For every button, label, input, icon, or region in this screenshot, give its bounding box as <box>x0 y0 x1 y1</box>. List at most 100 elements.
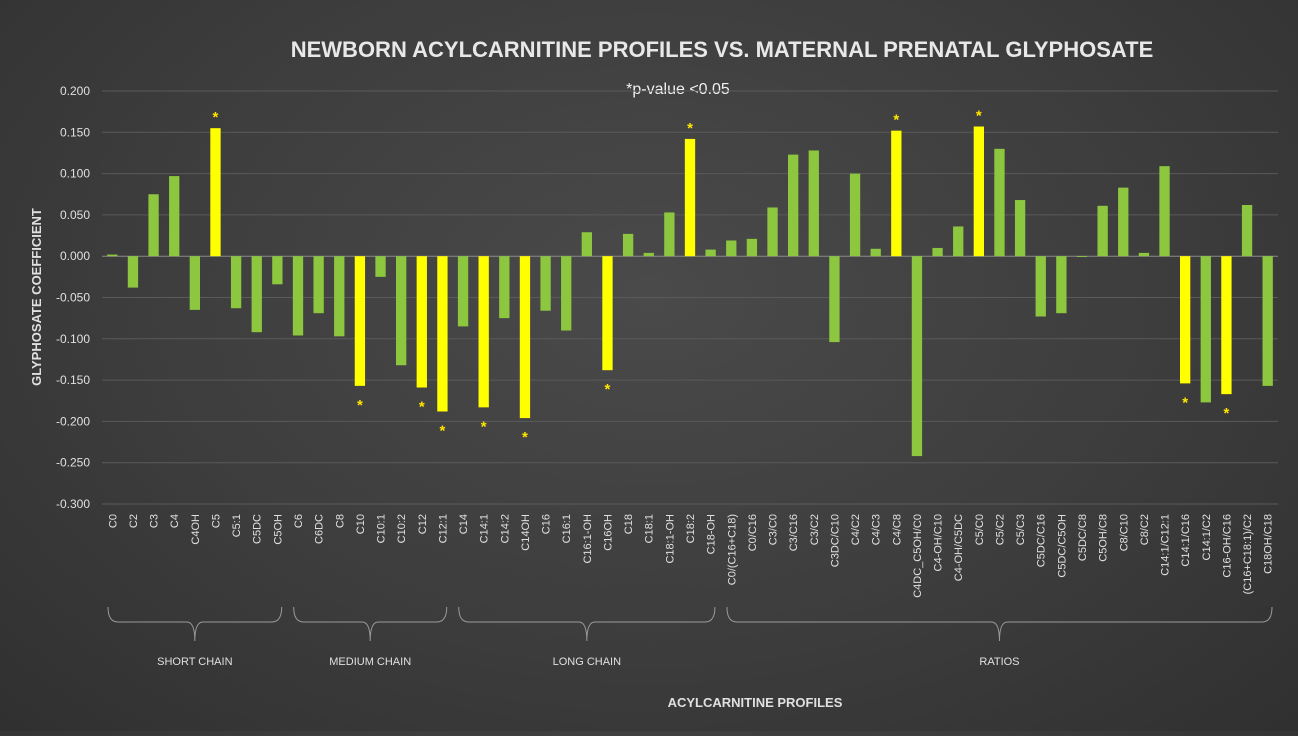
bar <box>561 256 572 331</box>
bar <box>664 212 675 257</box>
bar <box>994 148 1005 257</box>
bar <box>148 194 159 257</box>
bar <box>1035 256 1046 317</box>
bar <box>189 256 200 310</box>
bar-significant <box>684 138 696 257</box>
bar <box>396 256 407 366</box>
bar <box>1262 256 1273 386</box>
bar <box>746 238 758 257</box>
x-tick-label: C8/C2 <box>1139 514 1151 545</box>
significance-marker: * <box>439 422 445 439</box>
group-label: SHORT CHAIN <box>157 656 232 668</box>
bar-significant <box>973 126 984 257</box>
bar <box>169 176 180 257</box>
bar <box>375 256 386 277</box>
x-tick-label: C3/C16 <box>788 514 800 551</box>
x-axis-label: ACYLCARNITINE PROFILES <box>668 695 843 710</box>
x-tick-label: C6DC <box>314 514 326 544</box>
chart-title: NEWBORN ACYLCARNITINE PROFILES VS. MATER… <box>291 37 1154 62</box>
bar-significant <box>354 256 366 386</box>
bar <box>829 256 840 343</box>
x-tick-label: C16:1-OH <box>582 514 594 564</box>
x-tick-label: C0 <box>107 514 119 528</box>
x-tick-label: C4DC_C5OH/C0 <box>912 514 924 598</box>
x-tick-label: C4-OH/C10 <box>933 514 945 571</box>
x-tick-label: C5OH/C8 <box>1098 514 1110 562</box>
x-tick-label: C14OH <box>520 514 532 551</box>
bar <box>932 247 943 257</box>
bar <box>292 256 304 336</box>
y-axis-label: GLYPHOSATE COEFFICIENT <box>29 208 44 386</box>
bar <box>953 226 964 257</box>
bar <box>1138 252 1150 257</box>
x-tick-label: C5/C0 <box>974 514 986 545</box>
group-label: RATIOS <box>979 656 1019 668</box>
significance-marker: * <box>213 109 219 126</box>
y-tick-label: 0.050 <box>60 208 90 222</box>
bar <box>581 232 592 257</box>
x-tick-label: C14:1/C12:1 <box>1160 514 1172 576</box>
x-tick-label: C18 <box>623 514 635 534</box>
x-tick-label: C16 <box>541 514 553 534</box>
x-tick-label: C4/C8 <box>891 514 903 545</box>
bar-significant <box>437 256 448 412</box>
x-tick-label: C16OH <box>602 514 614 551</box>
bar-significant <box>1180 256 1191 384</box>
significance-marker: * <box>605 381 611 398</box>
bar-significant <box>478 256 489 408</box>
bar <box>870 248 881 257</box>
x-tick-label: C3 <box>149 514 161 528</box>
x-tick-label: C12 <box>417 514 429 534</box>
x-tick-label: C5DC/C16 <box>1036 514 1048 567</box>
x-tick-label: C6 <box>293 514 305 528</box>
bar <box>334 256 345 337</box>
significance-marker: * <box>1182 394 1188 411</box>
x-tick-label: C0/(C16+C18) <box>726 514 738 585</box>
bar <box>767 207 778 257</box>
group-label: MEDIUM CHAIN <box>329 656 411 668</box>
y-tick-label: 0.200 <box>60 84 90 98</box>
x-tick-label: C5 <box>210 514 222 528</box>
y-tick-label: -0.200 <box>56 414 90 428</box>
x-tick-label: C14:1 <box>479 514 491 543</box>
bar <box>911 256 923 457</box>
bar <box>1118 187 1129 257</box>
x-tick-label: C18:1-OH <box>664 514 676 564</box>
significance-marker: * <box>1223 405 1229 422</box>
bar <box>272 256 283 285</box>
bar <box>230 256 242 309</box>
x-tick-label: C10:1 <box>376 514 388 543</box>
x-tick-label: C8 <box>334 514 346 528</box>
x-tick-label: C10 <box>355 514 367 534</box>
x-tick-label: C5/C3 <box>1015 514 1027 545</box>
y-axis-ticks: 0.200 0.150 0.100 0.050 0.000 -0.050 -0.100 -0.… <box>56 84 90 511</box>
x-tick-label: C4-OH/C5DC <box>953 514 965 581</box>
bar-significant <box>519 256 531 419</box>
group-bracket <box>726 606 1273 642</box>
bar <box>849 173 861 257</box>
significance-marker: * <box>687 120 693 137</box>
x-tick-label: C3/C0 <box>768 514 780 545</box>
significance-marker: * <box>481 418 487 435</box>
bar-significant <box>416 256 427 388</box>
x-tick-label: C16:1 <box>561 514 573 543</box>
significance-marker: * <box>522 429 528 446</box>
bar <box>726 240 737 257</box>
group-label: LONG CHAIN <box>553 656 622 668</box>
significance-marker: * <box>357 397 363 414</box>
bar <box>540 256 551 311</box>
significance-marker: * <box>419 399 425 416</box>
y-tick-label: -0.050 <box>56 291 90 305</box>
group-bracket <box>458 606 716 642</box>
y-tick-label: -0.150 <box>56 373 90 387</box>
bar <box>1159 166 1170 257</box>
bar-significant <box>602 256 613 371</box>
chart-subtitle: *p-value <0.05 <box>626 81 730 98</box>
x-tick-label: C4OH <box>190 514 202 545</box>
x-tick-label: C14 <box>458 514 470 534</box>
x-tick-label: C14:2 <box>499 514 511 543</box>
x-tick-label: C0/C16 <box>747 514 759 551</box>
group-bracket <box>107 606 283 642</box>
bar <box>788 154 799 257</box>
